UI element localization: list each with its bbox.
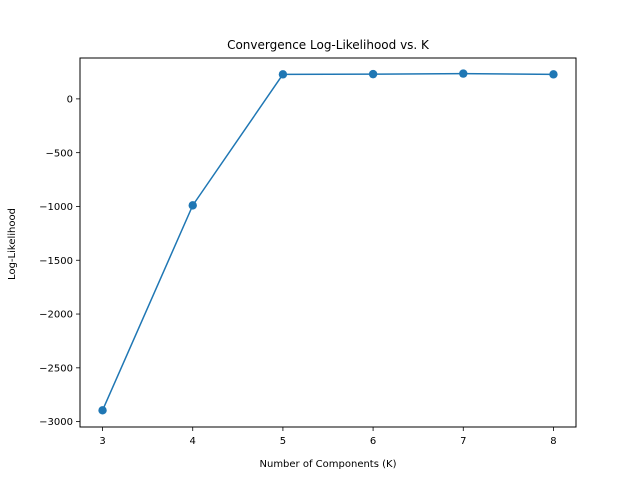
axes-frame [79, 57, 577, 428]
series-line [101, 72, 554, 411]
x-tick-label: 8 [550, 436, 556, 447]
x-tick-label: 7 [460, 436, 466, 447]
chart-title: Convergence Log-Likelihood vs. K [227, 38, 430, 52]
data-point [188, 201, 197, 210]
y-tick-label: −2000 [39, 310, 73, 321]
data-point [459, 69, 468, 78]
y-tick-label: −1000 [39, 202, 73, 213]
data-point [278, 70, 288, 79]
x-axis-label: Number of Components (K) [260, 459, 397, 470]
data-point [549, 70, 558, 79]
y-tick-label: −3000 [39, 417, 73, 428]
y-axis-label: Log-Likelihood [7, 208, 18, 280]
data-point [98, 406, 107, 415]
y-tick-label: −2500 [39, 363, 73, 374]
x-tick-label: 3 [99, 436, 105, 447]
plot-area: 3 4 5 6 7 8 0 −500 −1000 −1500 −2000 −2500 −3000 [39, 57, 577, 447]
x-tick-label: 6 [370, 436, 376, 447]
y-tick-label: −500 [46, 148, 73, 159]
y-tick-label: 0 [67, 94, 73, 105]
data-point [368, 69, 378, 79]
x-tick-label: 4 [190, 436, 196, 447]
y-tick-label: −1500 [39, 256, 73, 267]
x-tick-label: 5 [280, 436, 286, 447]
